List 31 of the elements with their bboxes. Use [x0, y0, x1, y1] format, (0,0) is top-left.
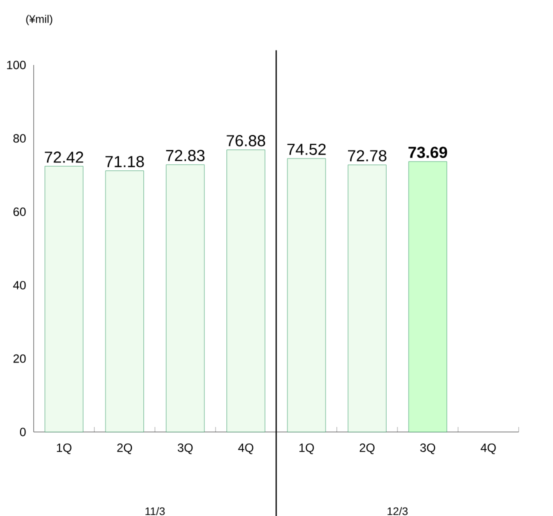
- y-tick-label: 100: [7, 60, 26, 70]
- data-label: 71.18: [106, 156, 144, 168]
- y-tick-label: 80: [13, 134, 26, 143]
- x-tick-label: 1Q: [56, 444, 72, 454]
- data-label: 74.52: [287, 144, 326, 155]
- data-label: 72.78: [348, 150, 386, 162]
- x-tick-label: 2Q: [117, 444, 132, 454]
- y-tick-label: 0: [20, 428, 26, 436]
- bar: [166, 164, 205, 432]
- bar: [348, 164, 386, 432]
- x-tick-label: 4Q: [480, 444, 496, 454]
- data-label: 76.88: [226, 135, 266, 146]
- y-axis-title: (¥mil): [26, 14, 52, 26]
- text: 11/3: [146, 507, 165, 516]
- data-label: 73.69: [408, 146, 448, 158]
- x-tick-label: 2Q: [360, 444, 375, 454]
- y-tick-label: 20: [13, 354, 26, 363]
- x-tick-label: 1Q: [299, 444, 314, 454]
- text: 12/3: [388, 507, 408, 516]
- bar: [287, 158, 326, 432]
- bar: [44, 166, 84, 432]
- bar: [105, 170, 144, 432]
- x-tick-label: 3Q: [178, 444, 193, 454]
- bar: [226, 150, 266, 432]
- x-tick-label: 3Q: [420, 444, 436, 454]
- data-label: 72.83: [166, 150, 204, 162]
- bar: [408, 161, 448, 432]
- y-tick-label: 40: [13, 280, 26, 290]
- data-label: 72.42: [44, 152, 84, 163]
- y-tick-label: 60: [13, 208, 26, 216]
- x-tick-label: 4Q: [238, 444, 254, 454]
